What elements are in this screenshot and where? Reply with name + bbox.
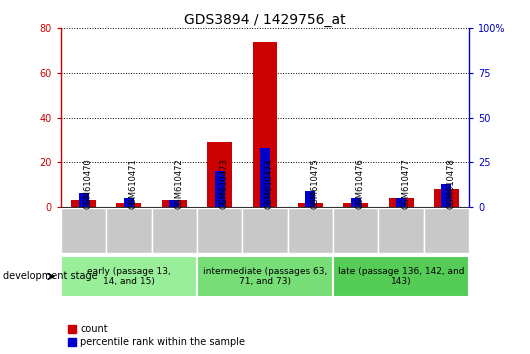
Bar [441, 184, 452, 207]
Bar [242, 208, 288, 253]
Bar [207, 142, 232, 207]
Text: GSM610478: GSM610478 [446, 158, 455, 209]
Bar [169, 200, 179, 207]
Bar [78, 193, 89, 207]
Bar [396, 198, 406, 207]
Bar [351, 198, 361, 207]
Text: late (passage 136, 142, and
143): late (passage 136, 142, and 143) [338, 267, 464, 286]
Bar [388, 198, 413, 207]
Bar [288, 208, 333, 253]
Bar [71, 200, 96, 207]
Text: development stage: development stage [3, 272, 98, 281]
Bar [423, 208, 469, 253]
Bar [252, 42, 278, 207]
Bar [117, 202, 142, 207]
Text: GSM610473: GSM610473 [219, 158, 228, 209]
Bar [162, 200, 187, 207]
Bar [197, 256, 333, 297]
Text: early (passage 13,
14, and 15): early (passage 13, 14, and 15) [87, 267, 171, 286]
Bar [61, 208, 107, 253]
Text: GSM610472: GSM610472 [174, 158, 183, 209]
Bar [61, 256, 197, 297]
Bar [124, 198, 134, 207]
Text: GSM610471: GSM610471 [129, 158, 138, 209]
Text: GSM610474: GSM610474 [265, 158, 274, 209]
Text: GSM610476: GSM610476 [356, 158, 365, 209]
Text: GSM610470: GSM610470 [84, 158, 93, 209]
Bar [197, 208, 242, 253]
Text: GSM610477: GSM610477 [401, 158, 410, 209]
Bar [152, 208, 197, 253]
Title: GDS3894 / 1429756_at: GDS3894 / 1429756_at [184, 13, 346, 27]
Bar [343, 202, 368, 207]
Bar [434, 189, 459, 207]
Bar [107, 208, 152, 253]
Legend: count, percentile rank within the sample: count, percentile rank within the sample [66, 322, 248, 349]
Text: intermediate (passages 63,
71, and 73): intermediate (passages 63, 71, and 73) [203, 267, 327, 286]
Text: GSM610475: GSM610475 [311, 158, 320, 209]
Bar [333, 256, 469, 297]
Bar [378, 208, 423, 253]
Bar [260, 148, 270, 207]
Bar [215, 171, 225, 207]
Bar [333, 208, 378, 253]
Bar [298, 202, 323, 207]
Bar [305, 191, 315, 207]
